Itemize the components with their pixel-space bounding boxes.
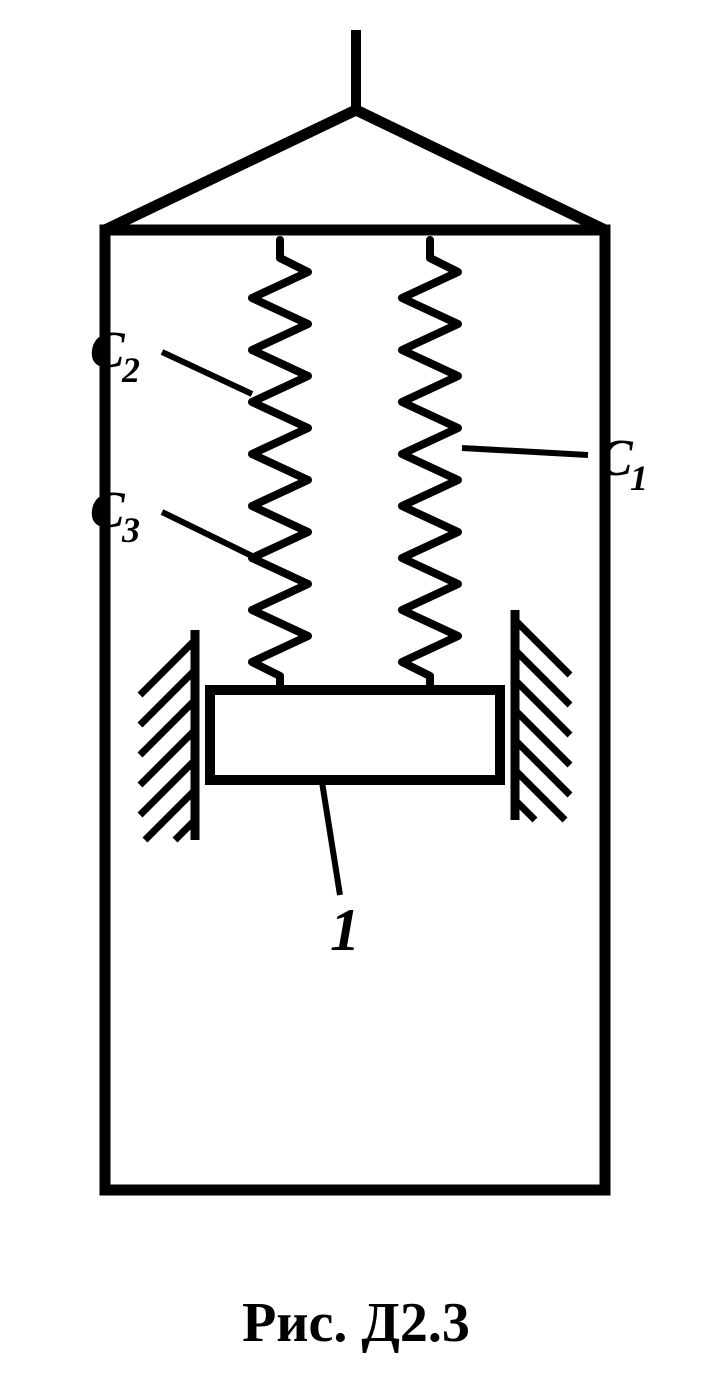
svg-text:C: C: [90, 482, 126, 539]
svg-text:1: 1: [630, 458, 648, 498]
svg-text:C: C: [598, 430, 634, 487]
svg-text:2: 2: [121, 350, 140, 390]
svg-text:C: C: [90, 322, 126, 379]
roof-triangle: [105, 110, 605, 230]
diagram-svg: C 1 C 2 C 3 1: [0, 0, 712, 1395]
svg-text:3: 3: [121, 510, 140, 550]
mechanics-diagram: C 1 C 2 C 3 1: [0, 0, 712, 1395]
label-mass: 1: [330, 897, 360, 963]
mass-block: [210, 690, 500, 780]
figure-caption: Рис. Д2.3: [0, 1291, 712, 1355]
